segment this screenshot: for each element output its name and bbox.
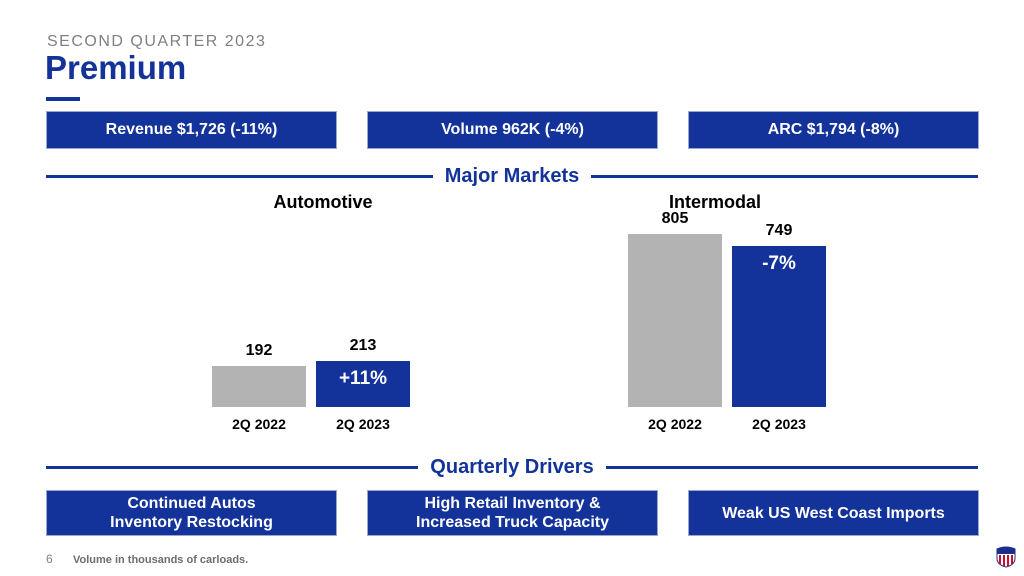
slide-subtitle: SECOND QUARTER 2023: [47, 33, 267, 50]
chart-title: Intermodal: [668, 192, 761, 212]
driver-retail-inventory: High Retail Inventory & Increased Truck …: [367, 490, 658, 536]
change-annotation: -7%: [762, 253, 796, 274]
kpi-volume: Volume 962K (-4%): [367, 111, 658, 149]
bar-2q-2022: [628, 234, 722, 407]
change-annotation: +11%: [338, 368, 388, 389]
value-label: 213: [349, 337, 377, 354]
union-pacific-shield-icon: [996, 546, 1016, 568]
value-label: 805: [661, 210, 689, 227]
value-label: 749: [765, 222, 793, 239]
divider-line: [46, 465, 419, 469]
slide-title: Premium: [45, 49, 187, 86]
x-tick-label: 2Q 2022: [232, 416, 286, 432]
quarterly-drivers-heading: Quarterly Drivers: [430, 455, 594, 478]
driver-autos-restocking: Continued Autos Inventory Restocking: [46, 490, 337, 536]
title-underline: [46, 97, 80, 101]
major-markets-divider: Major Markets: [46, 164, 978, 187]
intermodal-chart: Intermodal 805 2Q 2022 749 -7% 2Q 2023: [615, 190, 845, 440]
bar-2q-2023: [316, 361, 410, 407]
x-tick-label: 2Q 2023: [752, 416, 806, 432]
driver-west-coast-imports: Weak US West Coast Imports: [688, 490, 979, 536]
kpi-revenue: Revenue $1,726 (-11%): [46, 111, 337, 149]
x-tick-label: 2Q 2022: [648, 416, 702, 432]
major-markets-heading: Major Markets: [444, 164, 580, 187]
bar-2q-2023: [732, 246, 826, 407]
page-number: 6: [46, 552, 53, 566]
automotive-chart: Automotive 192 2Q 2022 213 +11% 2Q 2023: [200, 190, 430, 440]
divider-line: [605, 465, 979, 469]
divider-line: [46, 174, 433, 178]
divider-line: [591, 174, 978, 178]
x-tick-label: 2Q 2023: [336, 416, 390, 432]
value-label: 192: [245, 342, 273, 359]
quarterly-drivers-divider: Quarterly Drivers: [46, 455, 979, 478]
kpi-arc: ARC $1,794 (-8%): [688, 111, 979, 149]
bar-2q-2022: [212, 366, 306, 407]
chart-title: Automotive: [273, 192, 373, 212]
footnote: Volume in thousands of carloads.: [73, 554, 249, 566]
